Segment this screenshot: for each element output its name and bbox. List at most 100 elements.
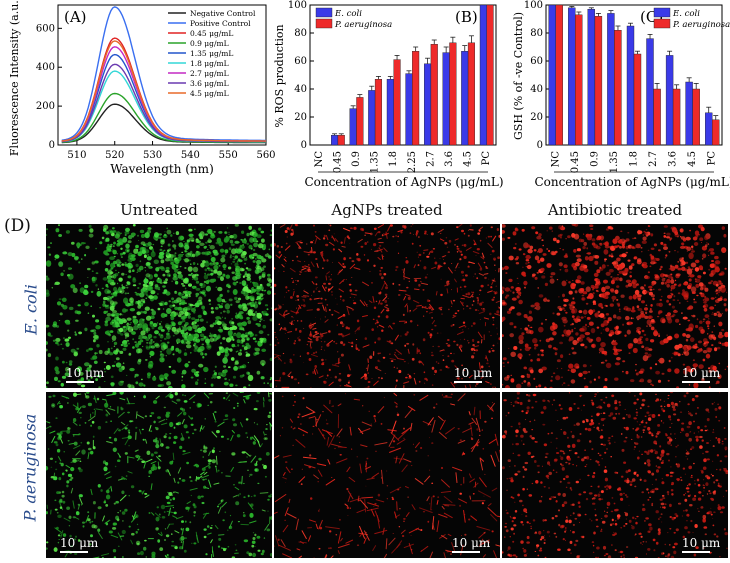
bar-paeruginosa xyxy=(356,97,364,146)
scale-bar-label: 10 μm xyxy=(682,536,721,550)
scale-bar-6: 10 μm xyxy=(682,536,720,553)
column-title-agnps: AgNPs treated xyxy=(331,201,443,219)
category-label: NC xyxy=(314,151,325,168)
y-tick-label: 80 xyxy=(530,28,543,39)
bar-paeruginosa xyxy=(412,51,420,146)
panel-b-frame xyxy=(309,4,497,146)
legend-label: Positive Control xyxy=(190,19,251,28)
bar-ecoli xyxy=(331,134,339,146)
y-tick-label: 80 xyxy=(294,28,307,39)
category-label: 4.5 xyxy=(687,151,698,167)
category-label: 2.25 xyxy=(407,151,418,173)
bar-ecoli xyxy=(665,55,674,146)
y-tick-label: 100 xyxy=(288,0,307,11)
panel-c-ylabel: GSH (% of -ve Control) xyxy=(512,12,525,140)
series-line-8 xyxy=(61,40,266,142)
legend-swatch xyxy=(315,7,333,18)
scale-bar-label: 10 μm xyxy=(66,366,105,380)
category-label: PC xyxy=(707,151,718,166)
category-label: 0.9 xyxy=(589,151,600,167)
scale-bar-label: 10 μm xyxy=(682,366,721,380)
bar-ecoli xyxy=(548,4,556,146)
bar-paeruginosa xyxy=(614,30,622,146)
figure-top-charts: (A) Wavelength (nm) Fluorescence Intensi… xyxy=(8,0,730,189)
bar-ecoli xyxy=(424,63,432,146)
y-tick-label: 0 xyxy=(49,140,55,151)
bar-ecoli xyxy=(461,51,469,146)
bar-ecoli xyxy=(685,81,693,146)
bar-paeruginosa xyxy=(653,88,661,146)
legend-swatch xyxy=(653,7,671,18)
bar-paeruginosa xyxy=(575,14,583,146)
bar-ecoli xyxy=(405,73,413,146)
bar-ecoli xyxy=(349,108,357,146)
x-tick-label: 530 xyxy=(143,150,162,161)
bar-paeruginosa xyxy=(486,4,494,146)
bar-ecoli xyxy=(368,90,376,146)
category-label: PC xyxy=(481,151,492,166)
legend-label: 0.45 μg/mL xyxy=(190,29,233,38)
x-tick-label: 560 xyxy=(256,150,275,161)
bar-ecoli xyxy=(386,78,394,146)
panel-b: (B) Concentration of AgNPs (μg/mL) % ROS… xyxy=(273,0,504,189)
legend-label: P. aeruginosa xyxy=(334,20,392,30)
micrograph-ecoli-untreated xyxy=(46,224,272,388)
row-label-paeruginosa: P. aeruginosa xyxy=(20,413,40,522)
x-tick-label: 550 xyxy=(219,150,238,161)
bar-ecoli xyxy=(568,7,576,146)
panel-b-xlabel: Concentration of AgNPs (μg/mL) xyxy=(304,175,503,189)
legend-label: P. aeruginosa xyxy=(672,20,730,30)
category-label: 4.5 xyxy=(463,151,474,167)
category-label: 0.45 xyxy=(332,151,343,173)
bar-ecoli xyxy=(479,4,487,146)
scale-bar-4: 10 μm xyxy=(60,536,98,553)
y-tick-label: 60 xyxy=(294,56,307,67)
bar-ecoli xyxy=(587,8,595,146)
category-label: 2.7 xyxy=(648,151,659,167)
category-label: 2.7 xyxy=(425,151,436,167)
scale-bar-label: 10 μm xyxy=(60,536,99,550)
panel-a: (A) Wavelength (nm) Fluorescence Intensi… xyxy=(8,0,276,176)
bar-paeruginosa xyxy=(633,53,642,146)
column-title-antibiotic: Antibiotic treated xyxy=(547,201,683,219)
scale-bar-label: 10 μm xyxy=(452,536,491,550)
y-tick-label: 0 xyxy=(301,140,307,151)
legend-label: 1.35 μg/mL xyxy=(190,49,233,58)
scale-bar-3: 10 μm xyxy=(682,366,720,383)
column-title-untreated: Untreated xyxy=(120,201,198,219)
category-label: NC xyxy=(550,151,561,168)
legend-label: 2.7 μg/mL xyxy=(190,69,229,78)
panel-a-frame xyxy=(57,4,267,146)
micrograph-ecoli-agnps xyxy=(274,224,500,388)
scale-bar-2: 10 μm xyxy=(454,366,492,383)
bar-paeruginosa xyxy=(337,134,345,146)
legend-swatch xyxy=(653,18,671,29)
y-tick-label: 400 xyxy=(36,62,55,73)
x-tick-label: 510 xyxy=(67,150,86,161)
category-label: 1.35 xyxy=(370,151,381,173)
panel-a-xlabel: Wavelength (nm) xyxy=(110,162,214,176)
bar-ecoli xyxy=(607,13,615,146)
bar-paeruginosa xyxy=(449,42,457,146)
panel-c-xlabel: Concentration of AgNPs (μg/mL) xyxy=(534,175,730,189)
bar-paeruginosa xyxy=(467,42,476,146)
y-tick-label: 20 xyxy=(294,112,307,123)
y-tick-label: 60 xyxy=(530,56,543,67)
scale-bar-label: 10 μm xyxy=(454,366,493,380)
panel-c: (C) Concentration of AgNPs (μg/mL) GSH (… xyxy=(512,0,730,189)
legend-swatch xyxy=(315,18,333,29)
bar-paeruginosa xyxy=(555,4,563,146)
y-tick-label: 0 xyxy=(537,140,543,151)
micrograph-ecoli-antibiotic xyxy=(502,224,728,388)
legend-label: 1.8 μg/mL xyxy=(190,59,229,68)
legend-label: Negative Control xyxy=(190,9,256,18)
y-tick-label: 40 xyxy=(530,84,543,95)
y-tick-label: 100 xyxy=(524,0,543,11)
category-label: 3.6 xyxy=(444,151,455,167)
legend-label: 3.6 μg/mL xyxy=(190,79,229,88)
panel-b-label: (B) xyxy=(455,8,478,26)
bar-paeruginosa xyxy=(692,88,700,146)
scale-bar-1: 10 μm xyxy=(66,366,104,383)
row-label-ecoli: E. coli xyxy=(21,284,41,335)
legend-label: 0.9 μg/mL xyxy=(190,39,229,48)
